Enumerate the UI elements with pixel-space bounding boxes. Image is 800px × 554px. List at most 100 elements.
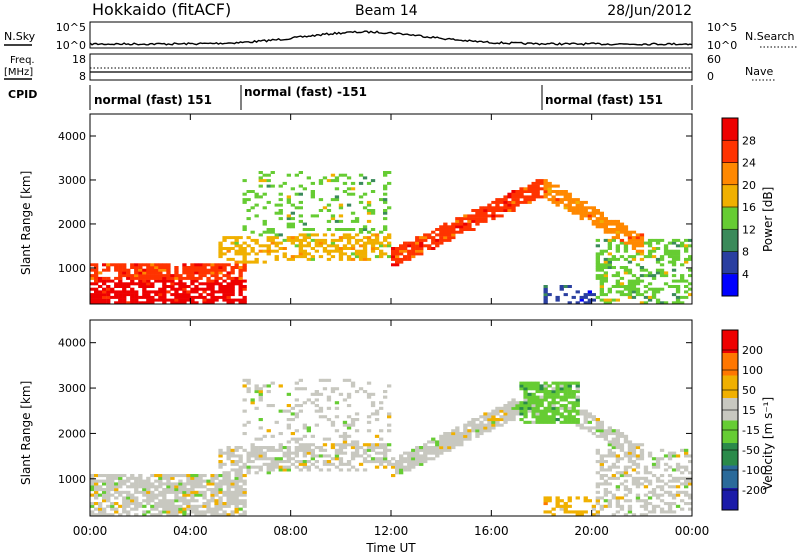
echo-cell xyxy=(350,211,356,215)
echo-cell xyxy=(475,418,480,422)
echo-cell xyxy=(547,395,552,399)
echo-cell xyxy=(459,440,464,444)
echo-cell xyxy=(142,493,147,497)
echo-cell xyxy=(158,276,163,280)
echo-cell xyxy=(242,255,247,259)
echo-cell xyxy=(186,271,191,275)
echo-cell xyxy=(186,474,191,478)
echo-cell xyxy=(680,507,685,511)
echo-cell xyxy=(455,222,460,226)
echo-cell xyxy=(635,233,641,237)
echo-cell xyxy=(571,198,576,202)
echo-cell xyxy=(122,263,127,267)
echo-cell xyxy=(350,420,356,424)
echo-cell xyxy=(114,488,119,492)
echo-cell xyxy=(194,279,199,283)
echo-cell xyxy=(174,295,179,299)
echo-cell xyxy=(114,266,119,269)
echo-cell xyxy=(102,490,107,494)
echo-cell xyxy=(415,446,420,450)
echo-cell xyxy=(194,295,199,299)
echo-cell xyxy=(487,415,492,419)
echo-cell xyxy=(423,238,428,242)
echo-cell xyxy=(222,462,227,466)
echo-cell xyxy=(407,465,412,469)
echo-cell xyxy=(639,293,645,297)
echo-cell xyxy=(467,228,472,231)
echo-cell xyxy=(346,228,352,231)
echo-cell xyxy=(258,179,263,183)
echo-cell xyxy=(226,457,231,461)
echo-cell xyxy=(134,301,139,305)
echo-cell xyxy=(599,429,604,433)
echo-cell xyxy=(158,293,163,297)
echo-cell xyxy=(258,387,263,391)
echo-cell xyxy=(370,228,376,231)
echo-cell xyxy=(419,244,424,248)
echo-cell xyxy=(90,493,95,497)
echo-cell xyxy=(487,423,492,427)
echo-cell xyxy=(639,241,645,245)
echo-cell xyxy=(671,268,677,272)
echo-cell xyxy=(491,423,496,427)
echo-cell xyxy=(330,179,336,183)
echo-cell xyxy=(675,244,681,248)
echo-cell xyxy=(138,295,143,299)
echo-cell xyxy=(338,446,344,450)
echo-cell xyxy=(314,398,319,402)
echo-cell xyxy=(210,282,215,286)
echo-cell xyxy=(571,418,576,422)
echo-cell xyxy=(238,499,243,503)
echo-cell xyxy=(667,493,673,497)
echo-cell xyxy=(663,282,669,286)
echo-cell xyxy=(262,384,267,388)
echo-cell xyxy=(218,460,223,464)
echo-cell xyxy=(659,274,665,278)
echo-cell xyxy=(274,465,279,469)
echo-cell xyxy=(134,513,139,517)
echo-cell xyxy=(198,268,203,272)
echo-cell xyxy=(483,418,488,422)
echo-cell xyxy=(627,268,633,272)
echo-cell xyxy=(575,198,580,202)
echo-cell xyxy=(186,295,191,299)
echo-cell xyxy=(611,465,616,469)
echo-cell xyxy=(399,471,404,475)
echo-cell xyxy=(607,287,612,291)
echo-cell xyxy=(563,507,568,511)
echo-cell xyxy=(495,409,500,413)
echo-cell xyxy=(258,244,263,248)
echo-cell xyxy=(142,485,147,489)
echo-cell xyxy=(435,228,440,231)
echo-cell xyxy=(242,241,247,245)
echo-cell xyxy=(226,485,231,489)
echo-cell xyxy=(611,454,616,458)
echo-cell xyxy=(106,499,111,503)
echo-cell xyxy=(218,462,223,466)
echo-cell xyxy=(671,263,677,267)
echo-cell xyxy=(443,443,448,447)
echo-cell xyxy=(487,203,492,207)
echo-cell xyxy=(226,448,231,452)
echo-cell xyxy=(463,217,468,221)
echo-cell xyxy=(338,257,344,261)
echo-cell xyxy=(246,460,251,464)
echo-cell xyxy=(451,443,456,447)
echo-cell xyxy=(655,298,661,302)
echo-cell xyxy=(571,392,576,396)
echo-cell xyxy=(651,504,657,508)
echo-cell xyxy=(170,474,175,478)
echo-cell xyxy=(242,287,247,291)
echo-cell xyxy=(563,409,568,413)
echo-cell xyxy=(611,432,616,436)
echo-cell xyxy=(635,465,641,469)
echo-cell xyxy=(250,451,255,455)
echo-cell xyxy=(395,255,400,259)
echo-cell xyxy=(146,295,151,299)
echo-cell xyxy=(118,490,123,494)
echo-cell xyxy=(174,268,179,272)
echo-cell xyxy=(575,409,580,413)
echo-cell xyxy=(639,252,645,256)
echo-cell xyxy=(214,510,219,514)
echo-cell xyxy=(214,276,219,280)
